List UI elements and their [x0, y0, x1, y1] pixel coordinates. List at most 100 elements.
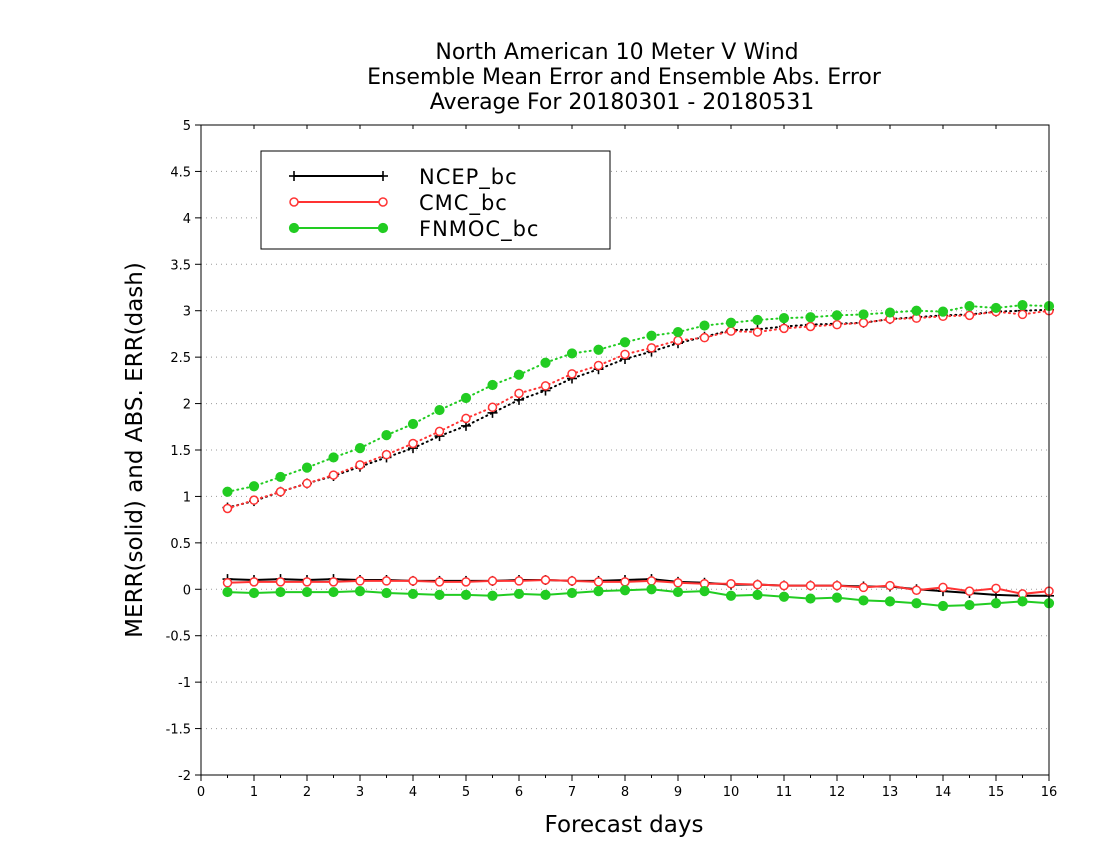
x-tick-label: 3 — [356, 785, 364, 800]
abs-err-point — [328, 470, 339, 480]
x-tick-label: 4 — [409, 785, 417, 800]
legend-marker — [378, 197, 388, 207]
series-layer — [222, 300, 1055, 612]
abs-err-point — [858, 318, 869, 328]
abs-err-point — [805, 312, 816, 323]
abs-err-point — [752, 327, 763, 337]
merr-point — [434, 589, 445, 600]
merr-point — [407, 588, 419, 600]
y-tick-label: 2 — [183, 398, 191, 413]
merr-point — [567, 576, 577, 586]
y-tick-label: -2 — [178, 769, 191, 784]
legend-box — [260, 150, 611, 250]
abs-err-point — [302, 478, 312, 489]
abs-err-point — [725, 317, 737, 328]
x-tick-label: 9 — [674, 785, 682, 800]
y-tick-label: 3 — [183, 305, 191, 320]
legend-marker — [288, 222, 300, 234]
abs-err-point — [567, 369, 577, 379]
abs-err-point — [858, 309, 869, 320]
merr-point — [275, 577, 286, 587]
abs-err-point — [1017, 300, 1028, 311]
abs-err-point — [487, 379, 498, 391]
x-axis-label: Forecast days — [545, 812, 704, 838]
abs-err-point — [514, 388, 524, 399]
x-tick-label: 13 — [882, 785, 899, 800]
x-tick-label: 16 — [1041, 785, 1058, 800]
legend-marker — [289, 171, 299, 181]
legend-marker — [289, 197, 299, 207]
merr-point — [540, 575, 551, 585]
merr-point — [778, 591, 790, 602]
merr-point — [990, 598, 1002, 609]
x-tick-label: 1 — [250, 785, 258, 800]
chart-title: North American 10 Meter V Wind Ensemble … — [367, 40, 882, 115]
merr-point — [752, 579, 763, 590]
abs-err-line — [226, 309, 1050, 510]
abs-err-point — [646, 330, 657, 341]
series-fnmoc-bc — [222, 300, 1055, 612]
abs-err-point — [911, 305, 922, 316]
x-tick-label: 5 — [462, 785, 470, 800]
merr-point — [540, 589, 551, 600]
merr-point — [593, 586, 604, 597]
merr-point — [222, 586, 233, 598]
y-axis-label: MERR(solid) and ABS. ERR(dash) — [122, 262, 148, 638]
merr-point — [938, 582, 948, 593]
merr-point — [249, 577, 259, 587]
legend-marker — [378, 171, 388, 181]
merr-point — [964, 599, 975, 611]
series-cmc-bc — [222, 305, 1054, 599]
merr-point — [991, 583, 1001, 594]
x-tick-label: 2 — [303, 785, 311, 800]
abs-err-point — [381, 430, 392, 441]
merr-point — [593, 577, 604, 587]
abs-err-point — [1017, 309, 1028, 320]
abs-err-point — [884, 307, 896, 318]
x-tick-label: 10 — [723, 785, 740, 800]
abs-err-point — [301, 462, 313, 473]
y-tick-label: 1.5 — [170, 444, 191, 459]
abs-err-point — [275, 487, 286, 497]
abs-err-point — [460, 392, 472, 404]
y-tick-label: 0 — [183, 583, 191, 598]
y-tick-label: 3.5 — [170, 258, 191, 273]
abs-err-point — [434, 404, 445, 416]
abs-err-point — [673, 335, 683, 346]
y-tick-label: 0.5 — [170, 537, 191, 552]
merr-point — [275, 586, 286, 598]
x-tick-label: 15 — [988, 785, 1005, 800]
merr-point — [487, 590, 498, 601]
merr-point — [302, 577, 312, 587]
merr-point — [355, 576, 365, 586]
abs-err-point — [354, 443, 366, 454]
y-tick-label: 4.5 — [170, 165, 191, 180]
abs-err-point — [831, 310, 843, 321]
merr-point — [619, 585, 631, 596]
legend-marker — [377, 222, 389, 234]
abs-err-point — [434, 426, 445, 437]
merr-point — [911, 585, 922, 595]
abs-err-point — [249, 495, 259, 505]
merr-point — [1017, 596, 1028, 607]
y-tick-label: 1 — [183, 490, 191, 505]
merr-point — [646, 584, 657, 595]
abs-err-point — [381, 449, 392, 460]
axes: -2-1.5-1-0.500.511.522.533.544.550 1 2 3 4 5 6… — [166, 119, 1058, 800]
abs-err-point — [990, 302, 1002, 314]
merr-point — [460, 589, 472, 600]
abs-err-point — [566, 348, 578, 359]
legend-entry: FNMOC_bc — [288, 217, 538, 242]
abs-err-point — [513, 369, 525, 380]
abs-err-line — [226, 304, 1050, 493]
merr-point — [514, 576, 524, 586]
merr-line — [227, 588, 1050, 608]
merr-point — [408, 576, 418, 586]
merr-point — [725, 590, 737, 601]
merr-point — [620, 577, 630, 587]
merr-point — [566, 587, 578, 599]
abs-err-point — [593, 360, 604, 371]
abs-err-point — [275, 471, 286, 483]
